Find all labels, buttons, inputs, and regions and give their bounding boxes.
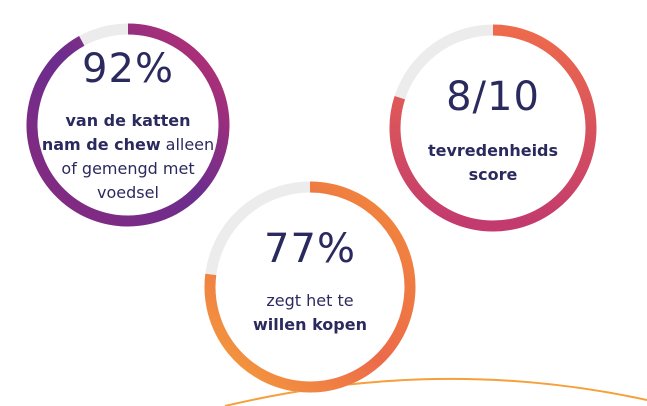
- decor-curve: [224, 377, 647, 406]
- stat-text: of gemengd met: [61, 159, 194, 178]
- stat-ring: 77% zegt het te willen kopen: [204, 181, 416, 393]
- stat-number: 77%: [264, 226, 356, 272]
- text-segment: willen kopen: [253, 315, 367, 334]
- stat-text: voedsel: [97, 183, 159, 202]
- stat-text: willen kopen: [253, 315, 367, 334]
- stat-ring: 8/10 tevredenheids score: [389, 24, 597, 232]
- text-segment: of gemengd met: [61, 159, 194, 178]
- stat-text: van de katten: [65, 111, 190, 130]
- text-segment: alleen: [166, 135, 215, 154]
- text-segment: voedsel: [97, 183, 159, 202]
- text-segment: tevredenheids: [428, 141, 558, 160]
- ring-arc: [389, 24, 597, 232]
- stat-text: zegt het te: [266, 291, 353, 310]
- stat-text: nam de chew alleen: [42, 135, 214, 154]
- ring-arc: [26, 23, 230, 227]
- stat-text: score: [469, 165, 518, 184]
- stat-number: 8/10: [446, 74, 540, 120]
- text-segment: score: [469, 165, 518, 184]
- stat-number: 92%: [82, 46, 174, 92]
- text-segment: van de katten: [65, 111, 190, 130]
- stat-ring: 92% van de katten nam de chew alleen of geme…: [26, 23, 230, 227]
- text-segment: nam de chew: [42, 135, 161, 154]
- ring-arc: [204, 181, 416, 393]
- text-segment: zegt het te: [266, 291, 353, 310]
- stat-text: tevredenheids: [428, 141, 558, 160]
